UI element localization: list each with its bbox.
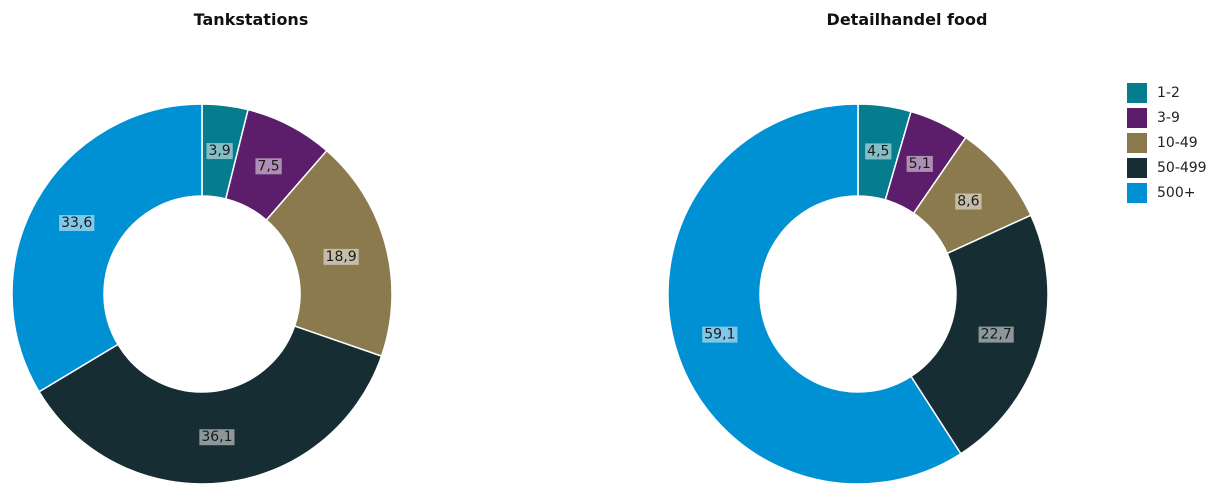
donut-0: 3,9 7,5 18,9 36,1 33,6: [11, 103, 393, 484]
legend-item-50-499[interactable]: 50-499: [1127, 157, 1207, 179]
donut-slice[interactable]: [38, 325, 383, 484]
legend-label: 1-2: [1157, 85, 1180, 101]
donut-slice[interactable]: [11, 103, 203, 393]
donut-1: 4,5 5,1 8,6 22,7 59,1: [667, 103, 1049, 484]
slice-data-label: 8,6: [955, 193, 982, 210]
chart-title-tankstations: Tankstations: [193, 10, 309, 29]
slice-value: 4,5: [867, 143, 889, 159]
slice-data-label: 18,9: [323, 248, 359, 265]
donut-slice[interactable]: [667, 103, 962, 484]
legend-swatch: [1127, 83, 1147, 103]
slice-data-label: 59,1: [702, 326, 738, 343]
legend-swatch: [1127, 108, 1147, 128]
legend-label: 3-9: [1157, 110, 1180, 126]
slice-value: 59,1: [704, 327, 735, 343]
legend-swatch: [1127, 133, 1147, 153]
legend-item-10-49[interactable]: 10-49: [1127, 132, 1207, 154]
slice-value: 36,1: [201, 429, 232, 445]
legend-item-1-2[interactable]: 1-2: [1127, 82, 1207, 104]
slice-value: 22,7: [981, 327, 1012, 343]
legend-label: 500+: [1157, 185, 1196, 201]
legend: 1-2 3-9 10-49 50-499 500+: [1127, 82, 1207, 207]
chart-title-detailhandel-food: Detailhandel food: [826, 10, 988, 29]
slice-data-label: 7,5: [255, 158, 282, 175]
slice-value: 5,1: [909, 156, 931, 172]
slice-data-label: 36,1: [199, 429, 235, 446]
slice-value: 3,9: [208, 143, 230, 159]
slice-value: 7,5: [257, 158, 279, 174]
slice-value: 33,6: [61, 215, 92, 231]
legend-item-3-9[interactable]: 3-9: [1127, 107, 1207, 129]
slice-value: 8,6: [957, 194, 979, 210]
legend-swatch: [1127, 158, 1147, 178]
slice-data-label: 22,7: [978, 326, 1014, 343]
legend-item-500-plus[interactable]: 500+: [1127, 182, 1207, 204]
slice-data-label: 4,5: [865, 143, 892, 160]
legend-label: 50-499: [1157, 160, 1207, 176]
slice-value: 18,9: [326, 249, 357, 265]
legend-swatch: [1127, 183, 1147, 203]
slice-data-label: 33,6: [59, 215, 95, 232]
slice-data-label: 5,1: [906, 155, 933, 172]
legend-label: 10-49: [1157, 135, 1198, 151]
slice-data-label: 3,9: [206, 143, 233, 160]
